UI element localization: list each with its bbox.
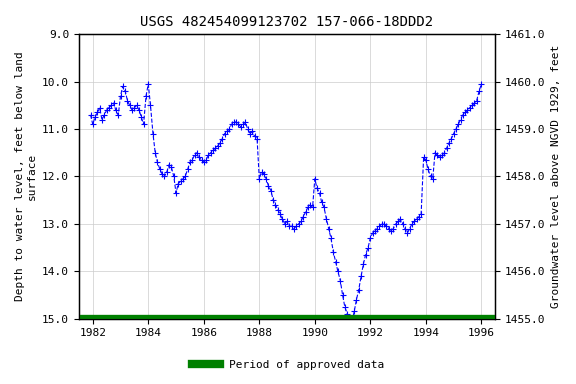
Title: USGS 482454099123702 157-066-18DDD2: USGS 482454099123702 157-066-18DDD2 [141, 15, 434, 29]
Y-axis label: Depth to water level, feet below land
surface: Depth to water level, feet below land su… [15, 51, 37, 301]
Y-axis label: Groundwater level above NGVD 1929, feet: Groundwater level above NGVD 1929, feet [551, 45, 561, 308]
Legend: Period of approved data: Period of approved data [188, 356, 388, 375]
